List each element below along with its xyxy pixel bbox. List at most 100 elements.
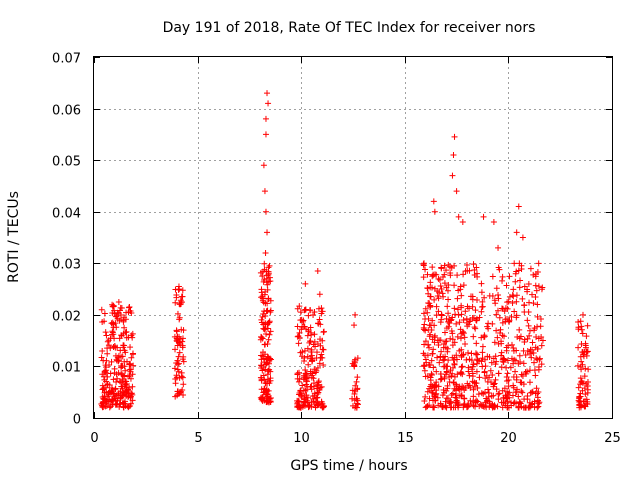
roti-point <box>526 327 533 334</box>
roti-point <box>101 389 108 396</box>
roti-point <box>519 234 526 241</box>
roti-point <box>537 316 544 323</box>
roti-point <box>179 293 186 300</box>
roti-point <box>472 399 479 406</box>
roti-point <box>173 372 180 379</box>
roti-point <box>295 378 302 385</box>
roti-point <box>314 401 321 408</box>
roti-point <box>472 403 479 410</box>
roti-point <box>320 328 327 335</box>
roti-point <box>448 392 455 399</box>
roti-point <box>454 295 461 302</box>
roti-point <box>300 317 307 324</box>
roti-point <box>471 272 478 279</box>
roti-point <box>444 303 451 310</box>
roti-point <box>127 375 134 382</box>
roti-point <box>455 311 462 318</box>
roti-point <box>431 332 438 339</box>
roti-point <box>172 380 179 387</box>
roti-point <box>180 392 187 399</box>
roti-point <box>515 393 522 400</box>
roti-point <box>575 319 582 326</box>
roti-point <box>171 365 178 372</box>
roti-point <box>267 309 274 316</box>
roti-point <box>259 297 266 304</box>
roti-point <box>114 401 121 408</box>
roti-point <box>430 346 437 353</box>
roti-point <box>101 310 108 317</box>
roti-point <box>258 319 265 326</box>
roti-point <box>102 369 109 376</box>
roti-point <box>431 339 438 346</box>
roti-point <box>434 288 441 295</box>
y-tick-label: 0.03 <box>52 258 81 273</box>
roti-point <box>578 323 585 330</box>
roti-point <box>450 151 457 158</box>
roti-point <box>129 330 136 337</box>
roti-point <box>509 299 516 306</box>
roti-point <box>262 115 269 122</box>
roti-point <box>443 368 450 375</box>
roti-point <box>267 368 274 375</box>
roti-point <box>302 367 309 374</box>
roti-point <box>476 314 483 321</box>
roti-point <box>521 283 528 290</box>
roti-point <box>522 369 529 376</box>
x-tick-label: 20 <box>500 431 517 446</box>
roti-point <box>261 188 268 195</box>
roti-point <box>262 361 269 368</box>
roti-point <box>447 367 454 374</box>
roti-point <box>441 262 448 269</box>
roti-point <box>295 333 302 340</box>
roti-point <box>575 344 582 351</box>
roti-point <box>462 341 469 348</box>
roti-point <box>264 380 271 387</box>
roti-point <box>122 389 129 396</box>
roti-point <box>457 326 464 333</box>
roti-point <box>445 281 452 288</box>
roti-point <box>438 285 445 292</box>
roti-point <box>267 394 274 401</box>
roti-point <box>471 379 478 386</box>
roti-point <box>308 349 315 356</box>
roti-point <box>267 297 274 304</box>
roti-point <box>437 319 444 326</box>
roti-point <box>584 386 591 393</box>
roti-point <box>524 288 531 295</box>
roti-point <box>530 349 537 356</box>
roti-point <box>499 277 506 284</box>
roti-point <box>320 403 327 410</box>
roti-point <box>461 334 468 341</box>
roti-point <box>526 367 533 374</box>
roti-point <box>458 353 465 360</box>
roti-point <box>453 352 460 359</box>
roti-point <box>456 347 463 354</box>
roti-point <box>576 394 583 401</box>
roti-point <box>478 280 485 287</box>
roti-point <box>453 395 460 402</box>
roti-point <box>449 314 456 321</box>
roti-point <box>473 317 480 324</box>
roti-point <box>301 307 308 314</box>
roti-point <box>175 360 182 367</box>
roti-point <box>448 398 455 405</box>
roti-point <box>460 282 467 289</box>
roti-point <box>459 219 466 226</box>
roti-point <box>441 389 448 396</box>
roti-point <box>466 318 473 325</box>
roti-point <box>532 294 539 300</box>
roti-point <box>112 352 119 359</box>
roti-point <box>355 401 362 408</box>
roti-point <box>503 378 510 384</box>
roti-point <box>455 213 462 220</box>
roti-point <box>534 301 541 308</box>
roti-point <box>126 372 133 379</box>
roti-point <box>426 344 433 351</box>
roti-point <box>499 404 506 411</box>
roti-point <box>505 383 512 390</box>
roti-point <box>504 395 511 402</box>
roti-point <box>476 358 483 365</box>
roti-point <box>301 395 308 402</box>
roti-point <box>503 282 510 289</box>
roti-point <box>261 291 268 298</box>
